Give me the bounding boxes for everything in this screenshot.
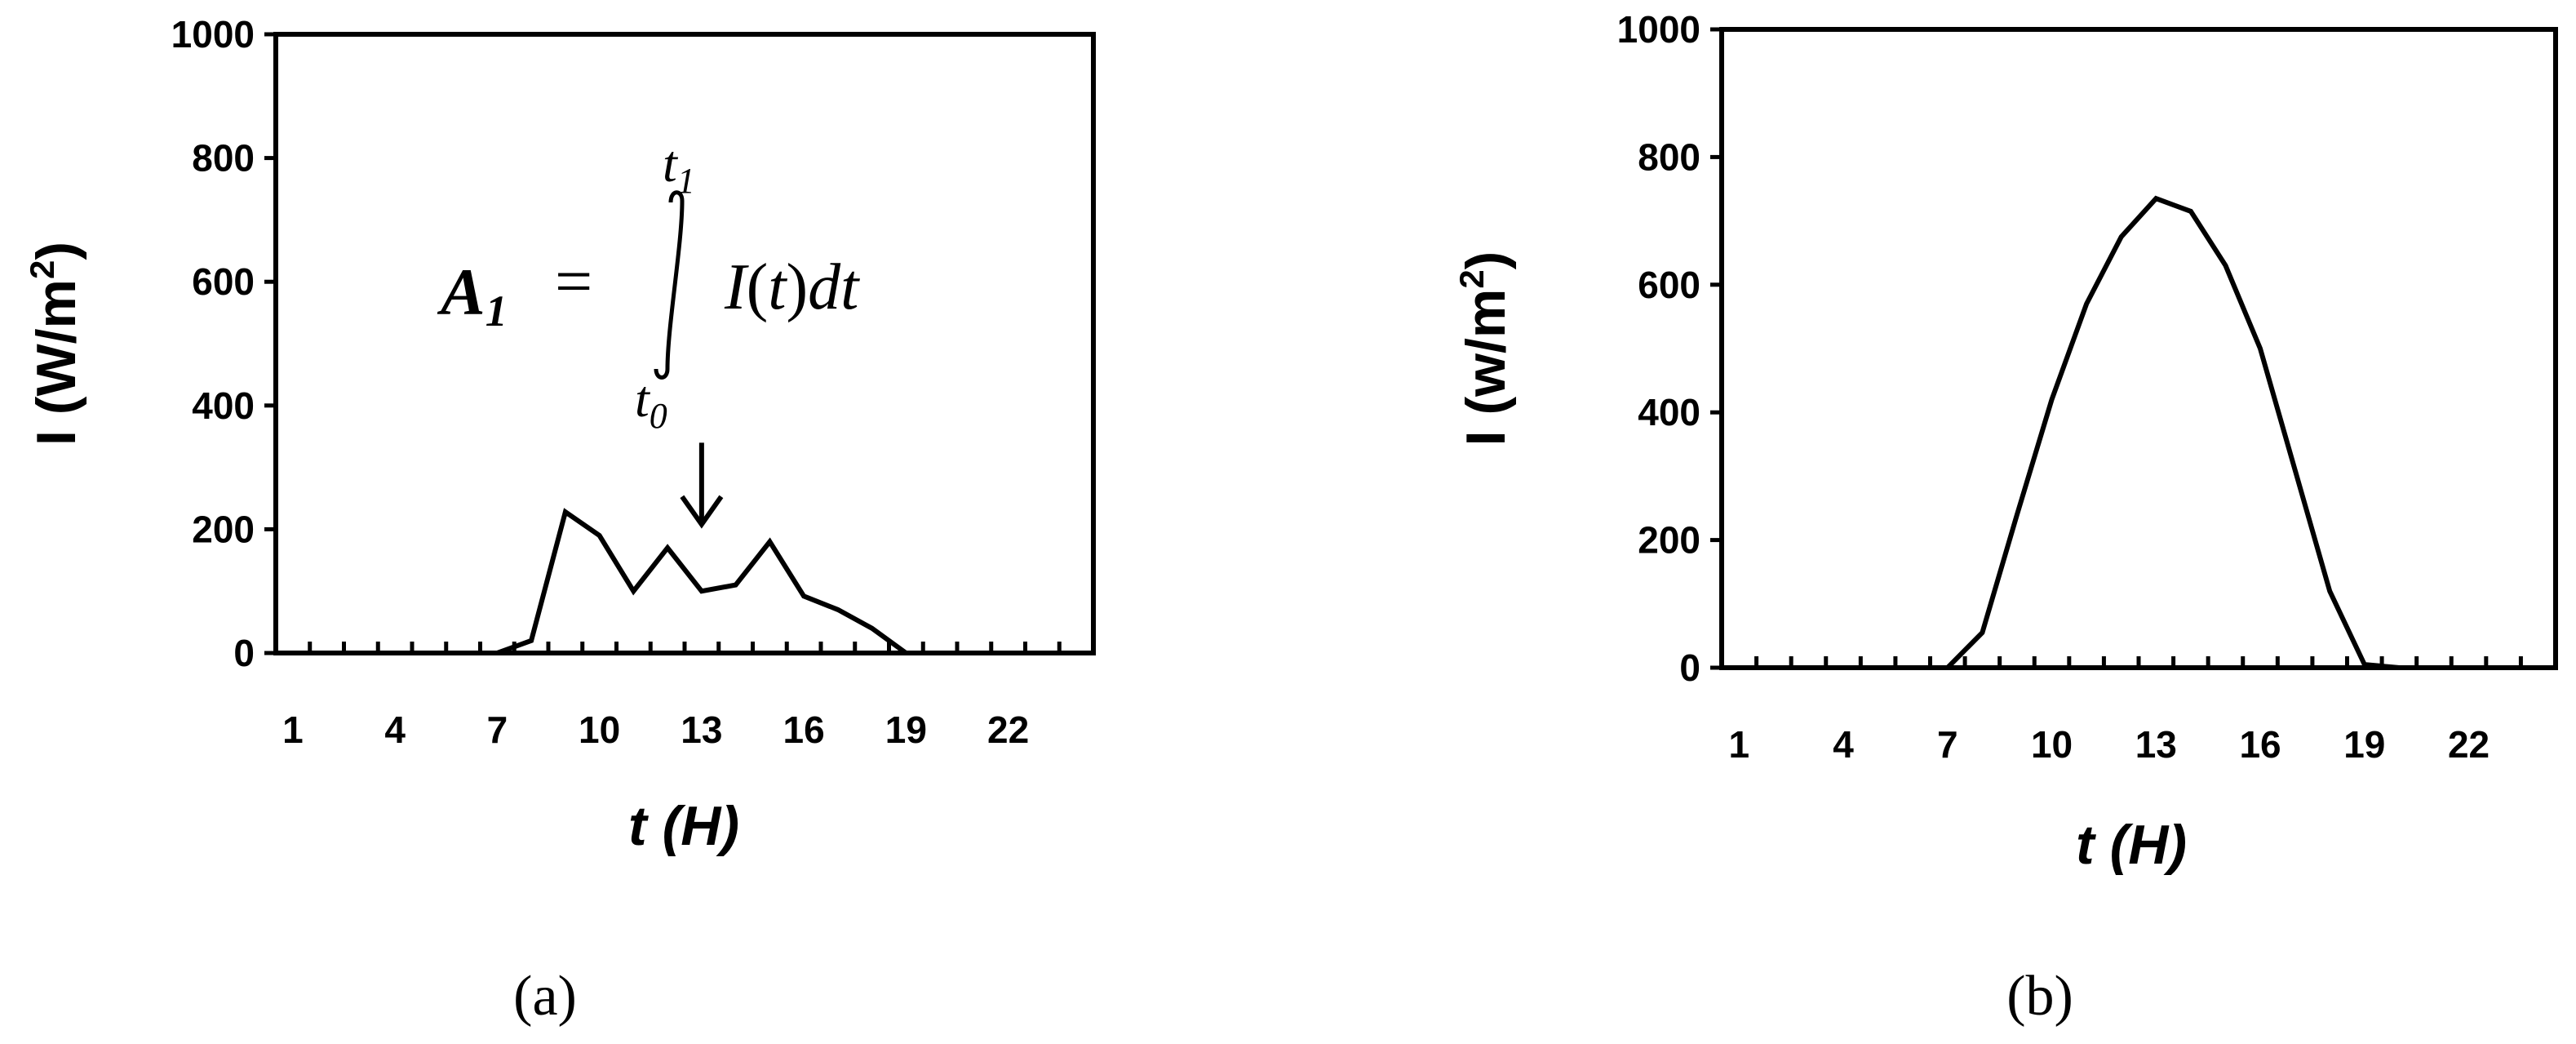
plot-frame-b	[1719, 27, 2558, 670]
y-tick-label-a-5: 1000	[171, 13, 255, 56]
y-tick-label-a-0: 0	[233, 632, 255, 674]
annotation-arrowhead	[680, 495, 724, 529]
integral-sign	[654, 190, 685, 380]
y-tick-label-b-2: 400	[1638, 391, 1700, 433]
x-tick-label-a-7: 22	[987, 709, 1029, 751]
chart-panel-b: 0 200 400 600 800 1000 1 4 7 10 13 16 19 22 t (H) I …	[1452, 8, 2558, 1028]
series-line-a	[292, 508, 1077, 655]
x-tick-label-b-6: 19	[2343, 723, 2385, 766]
x-tick-label-a-5: 16	[783, 709, 825, 751]
panel-label-a: (a)	[513, 965, 577, 1028]
y-tick-label-b-1: 200	[1638, 519, 1700, 562]
axis-ticks-b	[1710, 27, 2558, 670]
x-tick-label-a-6: 19	[885, 709, 927, 751]
y-tick-label-a-4: 800	[192, 137, 255, 180]
x-axis-label-a: t (H)	[628, 795, 739, 857]
x-tick-labels-b: 1 4 7 10 13 16 19 22	[1728, 723, 2490, 766]
x-tick-label-a-2: 7	[487, 709, 508, 751]
x-tick-label-a-1: 4	[384, 709, 406, 751]
y-tick-label-a-2: 400	[192, 384, 255, 427]
x-tick-label-b-2: 7	[1937, 723, 1958, 766]
y-tick-label-b-0: 0	[1679, 646, 1700, 689]
y-tick-label-a-3: 600	[192, 260, 255, 303]
plot-frame-a	[273, 32, 1096, 655]
annotation-equals: =	[555, 244, 592, 318]
lower-limit: t0	[635, 370, 667, 436]
x-tick-label-a-4: 13	[681, 709, 722, 751]
x-axis-label-b: t (H)	[2076, 814, 2187, 876]
chart-panel-a: 0 200 400 600 800 1000 1 4 7 10 13 16 19 22 t (H) I …	[23, 13, 1096, 1028]
x-tick-label-b-7: 22	[2448, 723, 2490, 766]
y-tick-label-b-3: 600	[1638, 264, 1700, 306]
integral-annotation: A1 = t1 t0 I(t)dt	[437, 135, 860, 529]
data-points-a	[293, 512, 1076, 653]
y-tick-label-b-4: 800	[1638, 135, 1700, 178]
y-axis-label-b: I (w/m2)	[1452, 251, 1517, 446]
x-tick-label-b-1: 4	[1833, 723, 1854, 766]
annotation-lhs: A1	[437, 255, 508, 335]
y-tick-label-b-5: 1000	[1617, 8, 1700, 51]
y-tick-labels-a: 0 200 400 600 800 1000	[171, 13, 255, 674]
x-tick-label-a-0: 1	[282, 709, 304, 751]
x-tick-label-a-3: 10	[579, 709, 620, 751]
series-line-b	[1739, 195, 2538, 670]
y-axis-label-a: I (W/m2)	[23, 242, 87, 446]
y-tick-labels-b: 0 200 400 600 800 1000	[1617, 8, 1700, 689]
x-tick-labels-a: 1 4 7 10 13 16 19 22	[282, 709, 1029, 751]
x-tick-label-b-4: 13	[2135, 723, 2177, 766]
y-tick-label-a-1: 200	[192, 508, 255, 550]
data-points-b	[1739, 198, 2538, 668]
x-tick-label-b-3: 10	[2031, 723, 2073, 766]
x-tick-label-b-0: 1	[1728, 723, 1749, 766]
integrand: I(t)dt	[724, 251, 860, 323]
x-tick-label-b-5: 16	[2239, 723, 2281, 766]
upper-limit: t1	[663, 135, 695, 201]
panel-label-b: (b)	[2006, 965, 2073, 1028]
